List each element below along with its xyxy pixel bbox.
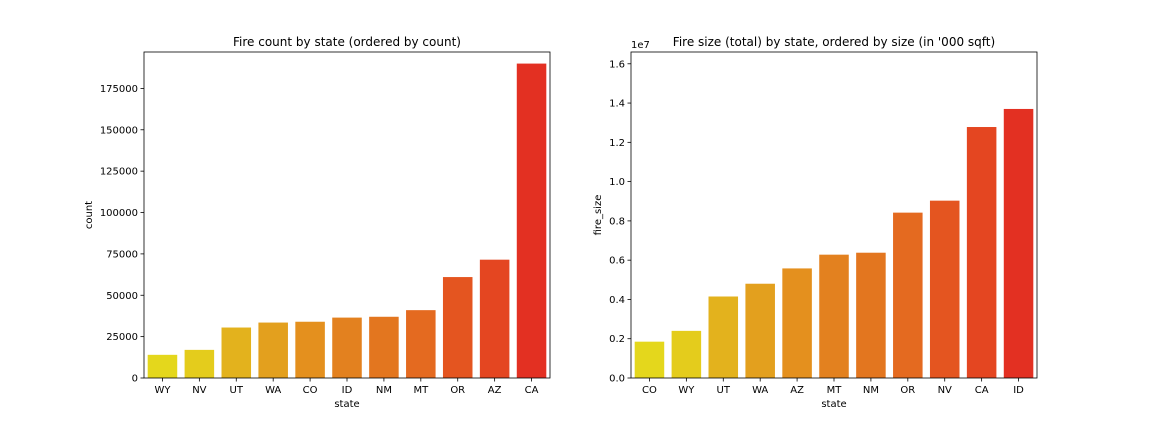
y-tick-label: 25000: [106, 332, 138, 343]
x-tick-label: MT: [827, 385, 843, 396]
y-axis-label: fire_size: [593, 195, 604, 236]
bar-nv: [184, 349, 215, 378]
y-ticks: 0.0 0.2 0.4 0.6 0.8 1.0 1.2 1.4 1.6: [609, 59, 631, 385]
chart-title: Fire count by state (ordered by count): [233, 35, 461, 49]
y-axis-label: count: [84, 201, 95, 229]
x-tick-label: CA: [525, 385, 539, 396]
x-ticks: WY NV UT WA CO ID NM MT OR AZ CA: [154, 378, 539, 396]
y-tick-label: 100000: [100, 208, 138, 219]
chart-title: Fire size (total) by state, ordered by s…: [673, 35, 995, 49]
x-tick-label: NV: [938, 385, 952, 396]
x-axis-label: state: [334, 399, 359, 410]
x-tick-label: CO: [642, 385, 657, 396]
bar-co: [295, 321, 325, 378]
x-tick-label: NM: [863, 385, 879, 396]
bar-id: [332, 317, 362, 378]
bar-or: [893, 212, 923, 378]
x-tick-label: WA: [265, 385, 281, 396]
bars: [634, 108, 1034, 379]
bar-nm: [856, 252, 886, 378]
y-tick-label: 0.6: [609, 256, 625, 267]
x-tick-label: CA: [975, 385, 989, 396]
plot-frame: [143, 51, 551, 379]
x-tick-label: NM: [376, 385, 392, 396]
y-tick-label: 150000: [100, 125, 138, 136]
bar-az: [782, 268, 812, 378]
bar-id: [1003, 108, 1034, 378]
bar-nm: [369, 316, 399, 378]
y-tick-label: 125000: [100, 167, 138, 178]
x-axis-label: state: [821, 399, 846, 410]
y-tick-label: 0.2: [609, 334, 625, 345]
y-tick-label: 1.0: [609, 177, 625, 188]
y-tick-label: 0.8: [609, 216, 625, 227]
bar-wa: [745, 283, 775, 378]
x-tick-label: ID: [1013, 385, 1024, 396]
x-tick-label: MT: [413, 385, 429, 396]
bars: [147, 63, 547, 378]
x-tick-label: UT: [230, 385, 244, 396]
y-tick-label: 1.6: [609, 59, 625, 70]
x-tick-label: OR: [900, 385, 915, 396]
plot-frame: [630, 51, 1038, 379]
bar-wy: [671, 330, 702, 378]
x-tick-label: OR: [450, 385, 465, 396]
x-tick-label: NV: [192, 385, 206, 396]
bar-co: [634, 341, 665, 378]
x-ticks: CO WY UT WA AZ MT NM OR NV CA ID: [642, 378, 1024, 396]
x-tick-label: ID: [342, 385, 353, 396]
bar-az: [479, 259, 510, 378]
bar-wy: [147, 354, 178, 378]
x-tick-label: WY: [678, 385, 695, 396]
chart-fire-count: Fire count by state (ordered by count) 0…: [84, 35, 551, 410]
y-tick-label: 0.4: [609, 295, 625, 306]
bar-nv: [929, 200, 960, 378]
y-offset-label: 1e7: [631, 40, 650, 51]
x-tick-label: UT: [717, 385, 731, 396]
x-tick-label: WY: [154, 385, 171, 396]
x-tick-label: AZ: [488, 385, 502, 396]
y-tick-label: 0: [132, 374, 138, 385]
bar-mt: [819, 254, 849, 378]
bar-or: [442, 277, 473, 378]
y-tick-label: 1.4: [609, 99, 625, 110]
bar-ut: [221, 327, 252, 378]
y-tick-label: 50000: [106, 291, 138, 302]
x-tick-label: WA: [752, 385, 768, 396]
bar-ca: [516, 63, 547, 378]
chart-fire-size: Fire size (total) by state, ordered by s…: [593, 35, 1038, 410]
bar-wa: [258, 322, 288, 378]
y-tick-label: 1.2: [609, 138, 625, 149]
bar-ut: [708, 296, 739, 378]
x-tick-label: AZ: [790, 385, 804, 396]
bar-ca: [966, 127, 997, 379]
y-tick-label: 0.0: [609, 374, 625, 385]
y-tick-label: 175000: [100, 84, 138, 95]
y-ticks: 0 25000 50000 75000 100000 125000 150000 175000: [100, 84, 144, 385]
y-tick-label: 75000: [106, 249, 138, 260]
bar-mt: [406, 310, 436, 378]
x-tick-label: CO: [303, 385, 318, 396]
